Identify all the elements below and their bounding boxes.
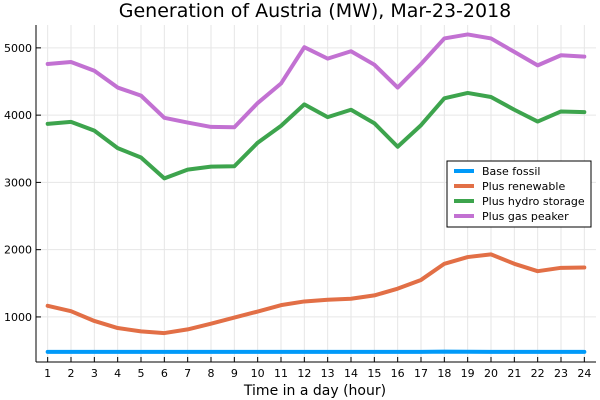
y-tick-labels: 1000 2000 3000 4000 5000 [4, 42, 32, 324]
series-lines [45, 32, 587, 354]
x-tick-label: 22 [531, 367, 545, 380]
x-tick-label: 16 [391, 367, 405, 380]
axes [35, 25, 596, 363]
x-tick-label: 23 [554, 367, 568, 380]
x-tick-label: 18 [437, 367, 451, 380]
y-tick-label: 2000 [4, 244, 32, 257]
x-tick-label: 9 [231, 367, 238, 380]
y-tick-label: 3000 [4, 176, 32, 189]
y-tick-label: 1000 [4, 311, 32, 324]
legend-label: Plus gas peaker [482, 210, 569, 223]
series-line-plus-hydro-storage [45, 90, 587, 181]
x-tick-label: 21 [507, 367, 521, 380]
legend-label: Plus hydro storage [482, 195, 585, 208]
x-tick-label: 19 [461, 367, 475, 380]
x-tick-label: 24 [577, 367, 591, 380]
y-tick-label: 5000 [4, 42, 32, 55]
x-tick-label: 7 [184, 367, 191, 380]
x-tick-label: 17 [414, 367, 428, 380]
x-tick-label: 4 [114, 367, 121, 380]
x-tick-label: 10 [251, 367, 265, 380]
legend-label: Plus renewable [482, 180, 565, 193]
y-tick-label: 4000 [4, 109, 32, 122]
x-tick-label: 2 [68, 367, 75, 380]
x-tick-label: 6 [161, 367, 168, 380]
x-tick-label: 11 [274, 367, 288, 380]
x-axis-label: Time in a day (hour) [243, 383, 386, 399]
x-tick-label: 15 [367, 367, 381, 380]
x-tick-label: 8 [208, 367, 215, 380]
legend-label: Base fossil [482, 165, 540, 178]
x-tick-label: 14 [344, 367, 358, 380]
legend: Base fossil Plus renewable Plus hydro stor… [446, 160, 592, 228]
x-tick-label: 20 [484, 367, 498, 380]
grid [36, 25, 596, 362]
x-tick-labels: 1 2 3 4 5 6 7 8 9 10 11 12 13 14 15 16 17 18 19 20 21 22 23 24 [44, 367, 591, 380]
x-tick-label: 5 [138, 367, 145, 380]
series-line-plus-gas-peaker [45, 32, 587, 130]
series-line-plus-renewable [45, 252, 587, 336]
x-tick-label: 13 [321, 367, 335, 380]
x-tick-label: 12 [297, 367, 311, 380]
chart-title: Generation of Austria (MW), Mar-23-2018 [119, 0, 512, 22]
x-tick-label: 1 [44, 367, 51, 380]
x-tick-label: 3 [91, 367, 98, 380]
